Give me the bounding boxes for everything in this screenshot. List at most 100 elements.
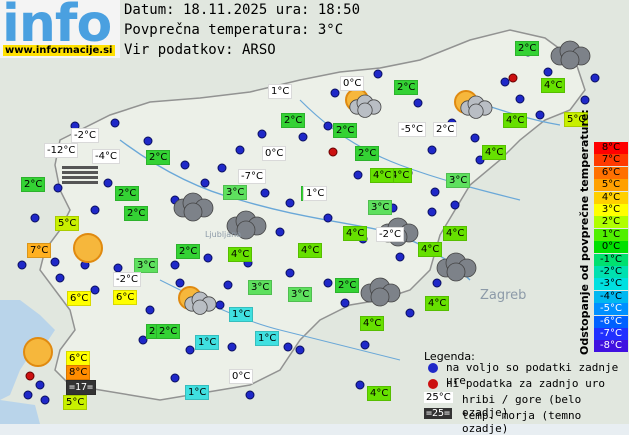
station-dot[interactable] bbox=[138, 335, 148, 345]
station-temperature-label[interactable]: 4°C bbox=[360, 316, 385, 331]
station-dot[interactable] bbox=[500, 77, 510, 87]
station-temperature-label[interactable]: 0°C bbox=[340, 76, 365, 91]
station-dot[interactable] bbox=[90, 285, 100, 295]
station-temperature-label[interactable]: -4°C bbox=[92, 149, 120, 164]
station-temperature-label[interactable]: 2°C bbox=[176, 244, 201, 259]
station-temperature-label[interactable]: 2°C bbox=[146, 150, 171, 165]
station-temperature-label[interactable]: 6°C bbox=[66, 351, 91, 366]
station-dot[interactable] bbox=[395, 252, 405, 262]
station-dot[interactable] bbox=[285, 268, 295, 278]
station-dot-missing[interactable] bbox=[25, 371, 35, 381]
station-temperature-label[interactable]: 5°C bbox=[63, 395, 88, 410]
station-dot[interactable] bbox=[170, 373, 180, 383]
station-temperature-label[interactable]: 3°C bbox=[134, 258, 159, 273]
station-dot[interactable] bbox=[360, 340, 370, 350]
station-temperature-label[interactable]: -2°C bbox=[71, 128, 99, 143]
station-dot-missing[interactable] bbox=[328, 147, 338, 157]
station-dot[interactable] bbox=[185, 345, 195, 355]
station-dot[interactable] bbox=[283, 342, 293, 352]
station-dot[interactable] bbox=[245, 390, 255, 400]
station-temperature-label[interactable]: 4°C bbox=[418, 242, 443, 257]
station-dot[interactable] bbox=[103, 178, 113, 188]
station-dot[interactable] bbox=[90, 205, 100, 215]
station-temperature-label[interactable]: 1°C bbox=[268, 84, 293, 99]
station-temperature-label[interactable]: 7°C bbox=[27, 243, 52, 258]
station-dot[interactable] bbox=[113, 263, 123, 273]
station-temperature-label[interactable]: 4°C bbox=[343, 226, 368, 241]
station-dot[interactable] bbox=[413, 98, 423, 108]
station-dot[interactable] bbox=[170, 260, 180, 270]
station-dot[interactable] bbox=[30, 213, 40, 223]
station-temperature-label[interactable]: -5°C bbox=[398, 122, 426, 137]
station-dot[interactable] bbox=[543, 67, 553, 77]
station-dot[interactable] bbox=[235, 145, 245, 155]
station-dot[interactable] bbox=[110, 118, 120, 128]
station-temperature-label[interactable]: =17= bbox=[66, 380, 97, 395]
station-temperature-label[interactable]: 1°C bbox=[195, 335, 220, 350]
station-temperature-label[interactable]: 4°C bbox=[298, 243, 323, 258]
station-temperature-label[interactable]: 2°C bbox=[156, 324, 181, 339]
station-temperature-label[interactable]: 3°C bbox=[223, 185, 248, 200]
station-temperature-label[interactable]: 1°C bbox=[255, 331, 280, 346]
station-temperature-label[interactable]: 1°C bbox=[185, 385, 210, 400]
station-temperature-label[interactable]: 2°C bbox=[124, 206, 149, 221]
station-dot[interactable] bbox=[295, 345, 305, 355]
station-dot[interactable] bbox=[450, 200, 460, 210]
station-dot[interactable] bbox=[355, 380, 365, 390]
station-dot[interactable] bbox=[260, 188, 270, 198]
station-dot[interactable] bbox=[427, 207, 437, 217]
station-temperature-label[interactable]: 1°C bbox=[229, 307, 254, 322]
station-dot[interactable] bbox=[340, 298, 350, 308]
station-temperature-label[interactable]: 3°C bbox=[446, 173, 471, 188]
station-temperature-label[interactable]: 4°C bbox=[482, 145, 507, 160]
station-temperature-label[interactable]: 3°C bbox=[288, 287, 313, 302]
station-dot[interactable] bbox=[53, 183, 63, 193]
station-dot[interactable] bbox=[590, 73, 600, 83]
station-dot[interactable] bbox=[50, 257, 60, 267]
station-dot[interactable] bbox=[353, 170, 363, 180]
station-dot[interactable] bbox=[227, 342, 237, 352]
station-temperature-label[interactable]: -2°C bbox=[376, 227, 404, 242]
station-temperature-label[interactable]: 3°C bbox=[248, 280, 273, 295]
station-temperature-label[interactable]: 6°C bbox=[113, 290, 138, 305]
station-dot[interactable] bbox=[180, 160, 190, 170]
station-dot[interactable] bbox=[55, 273, 65, 283]
station-temperature-label[interactable]: 0°C bbox=[262, 146, 287, 161]
station-temperature-label[interactable]: 2°C bbox=[21, 177, 46, 192]
station-dot[interactable] bbox=[223, 280, 233, 290]
station-dot[interactable] bbox=[515, 94, 525, 104]
station-temperature-label[interactable]: 2°C bbox=[394, 80, 419, 95]
station-dot[interactable] bbox=[323, 278, 333, 288]
station-dot[interactable] bbox=[275, 227, 285, 237]
station-temperature-label[interactable]: 3°C bbox=[368, 200, 393, 215]
station-temperature-label[interactable]: 8°C bbox=[66, 365, 91, 380]
station-temperature-label[interactable]: 1°C bbox=[303, 186, 328, 201]
station-temperature-label[interactable]: 5°C bbox=[55, 216, 80, 231]
station-dot[interactable] bbox=[432, 278, 442, 288]
station-temperature-label[interactable]: -12°C bbox=[44, 143, 79, 158]
station-temperature-label[interactable]: 4°C bbox=[443, 226, 468, 241]
station-dot[interactable] bbox=[430, 187, 440, 197]
station-dot[interactable] bbox=[145, 305, 155, 315]
station-dot[interactable] bbox=[217, 163, 227, 173]
station-temperature-label[interactable]: 4°C bbox=[367, 386, 392, 401]
station-dot[interactable] bbox=[35, 380, 45, 390]
station-temperature-label[interactable]: 4°C bbox=[370, 168, 395, 183]
station-dot[interactable] bbox=[535, 110, 545, 120]
station-temperature-label[interactable]: 2°C bbox=[115, 186, 140, 201]
station-dot[interactable] bbox=[427, 145, 437, 155]
station-dot[interactable] bbox=[298, 132, 308, 142]
station-dot[interactable] bbox=[323, 213, 333, 223]
station-temperature-label[interactable]: 2°C bbox=[335, 278, 360, 293]
station-dot[interactable] bbox=[257, 129, 267, 139]
station-temperature-label[interactable]: 2°C bbox=[433, 122, 458, 137]
station-dot[interactable] bbox=[17, 260, 27, 270]
station-temperature-label[interactable]: 4°C bbox=[228, 247, 253, 262]
station-dot[interactable] bbox=[215, 300, 225, 310]
station-temperature-label[interactable]: 2°C bbox=[515, 41, 540, 56]
station-dot[interactable] bbox=[330, 88, 340, 98]
station-temperature-label[interactable]: -7°C bbox=[238, 169, 266, 184]
station-dot-missing[interactable] bbox=[508, 73, 518, 83]
station-temperature-label[interactable]: 4°C bbox=[425, 296, 450, 311]
site-logo[interactable]: info www.informacije.si bbox=[0, 0, 120, 58]
